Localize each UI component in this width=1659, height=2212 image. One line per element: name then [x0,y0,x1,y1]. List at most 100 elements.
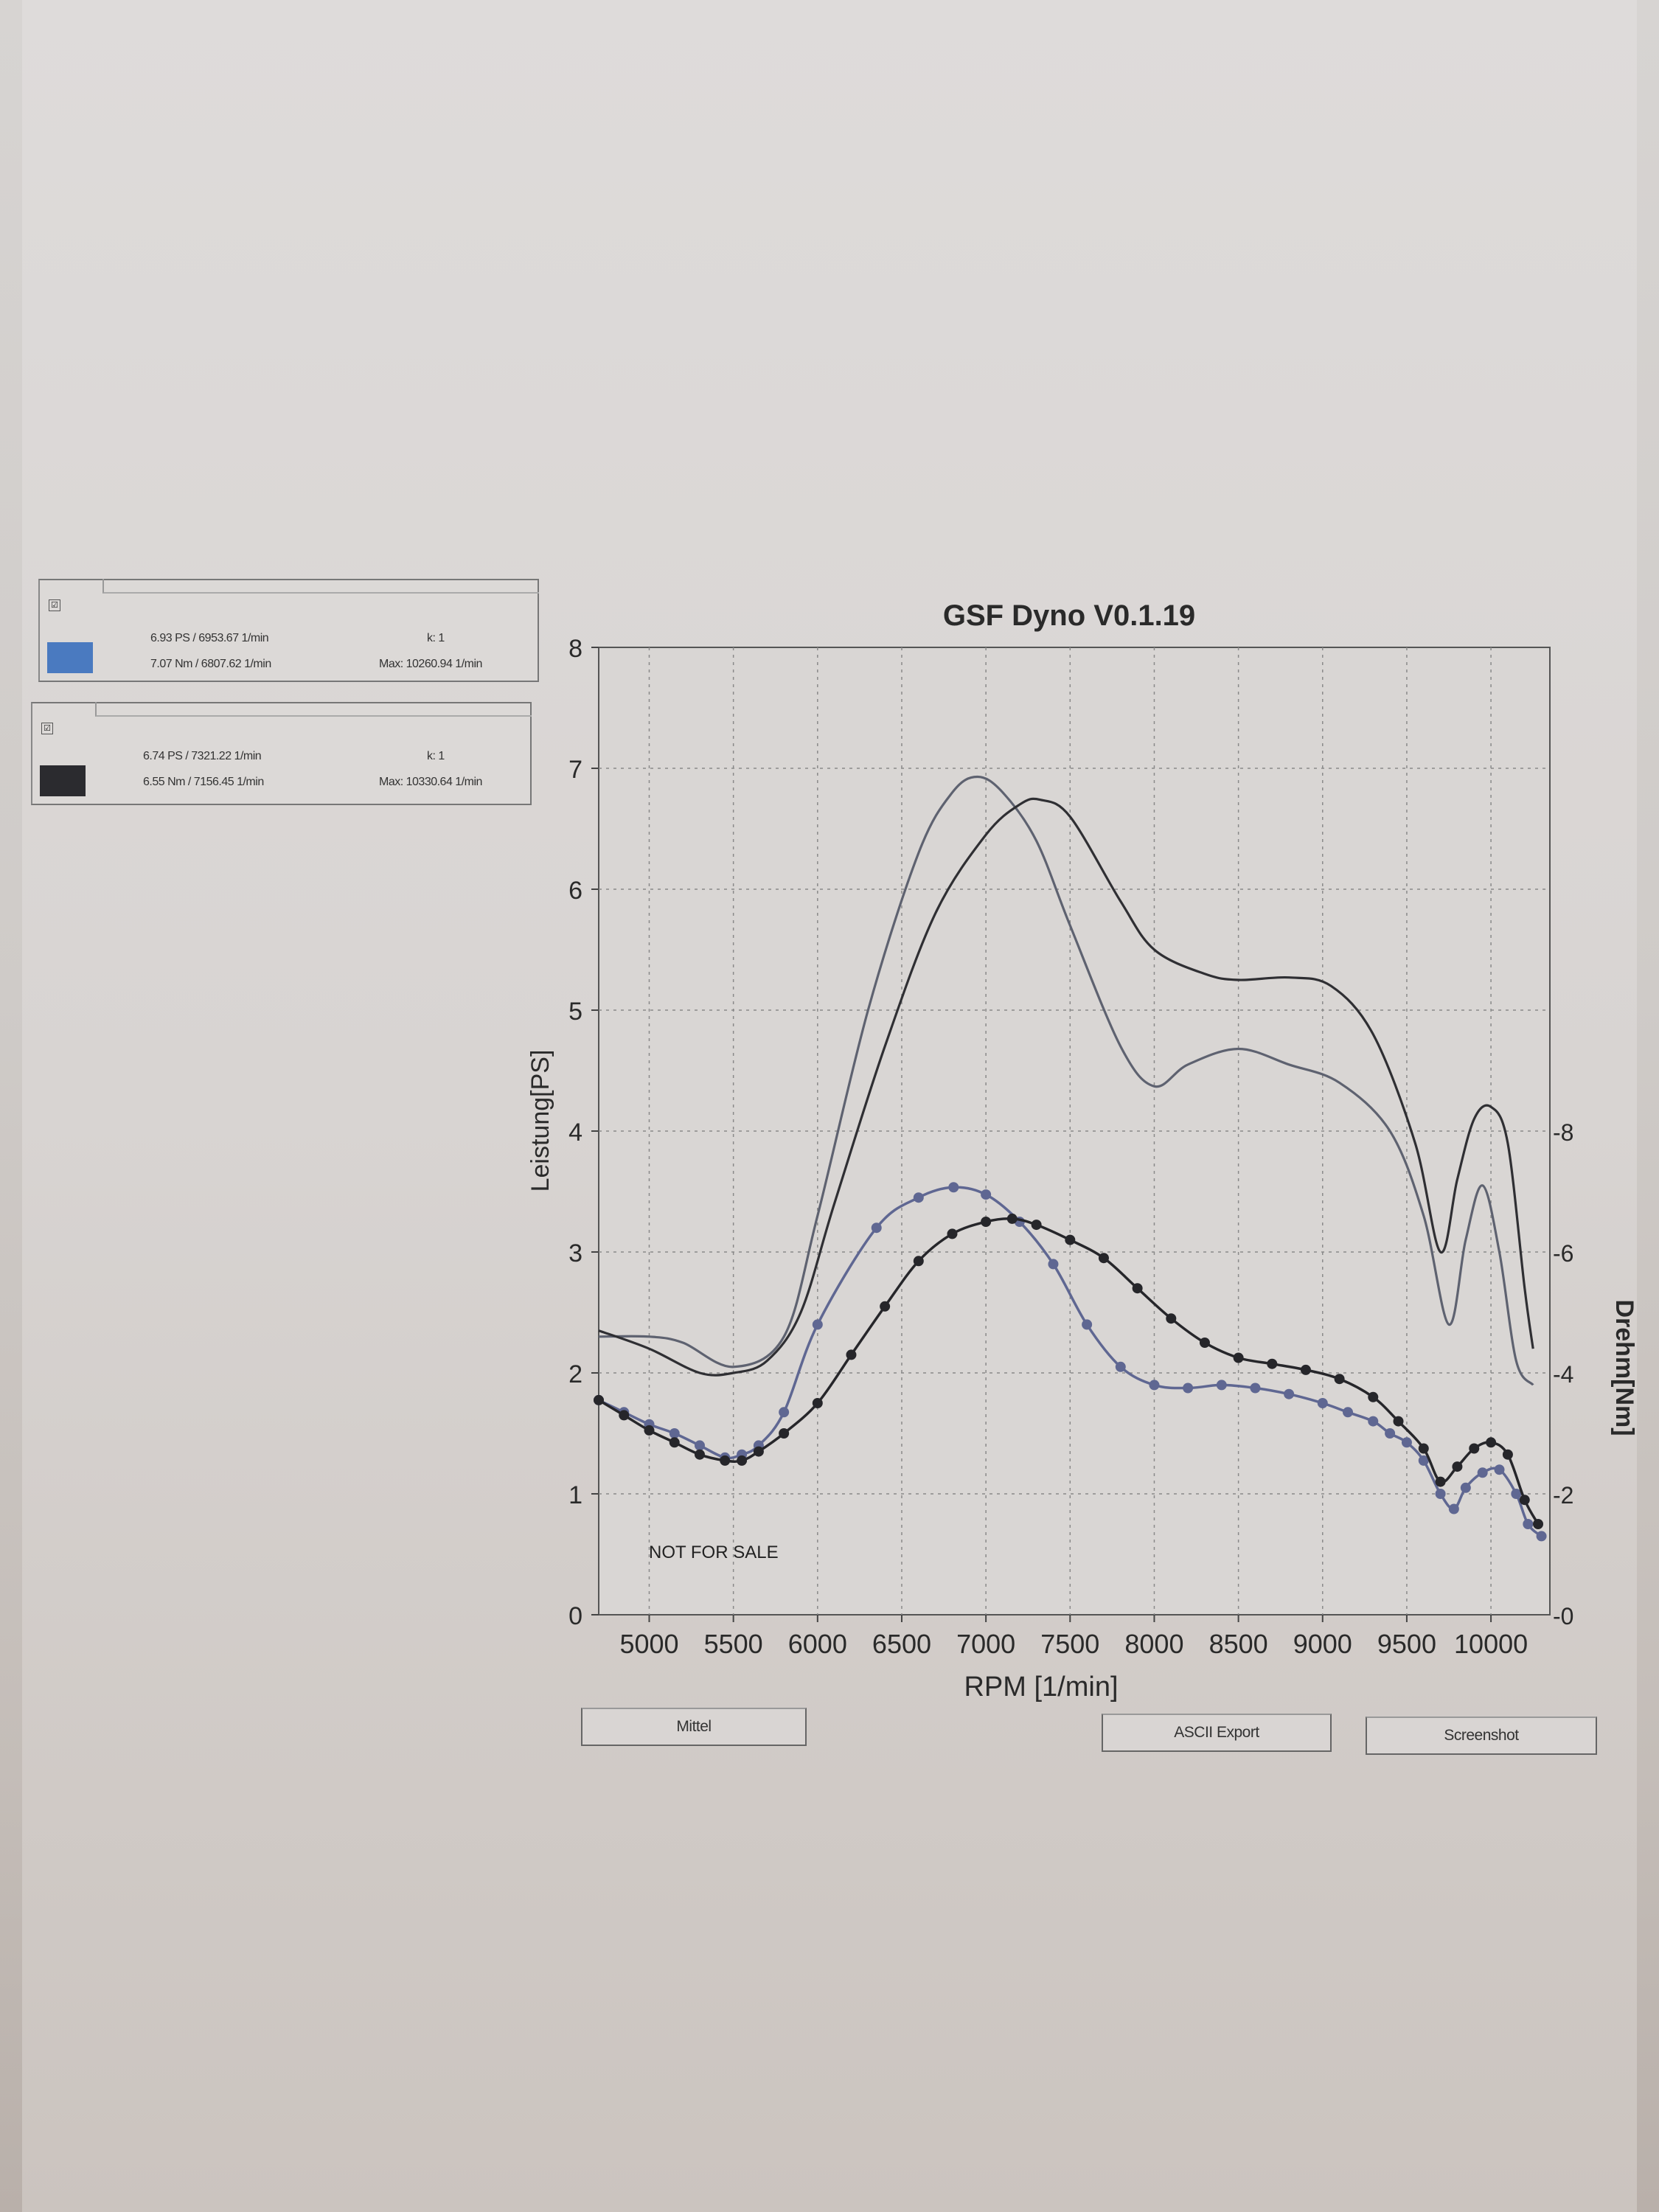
data-point [1166,1313,1177,1324]
data-point [1486,1437,1497,1448]
data-point [1216,1380,1227,1391]
data-point [812,1319,823,1330]
data-point [644,1425,655,1436]
watermark-annotation: NOT FOR SALE [649,1543,779,1562]
data-point [1519,1495,1530,1506]
data-point [1048,1259,1059,1270]
legend-peak-torque-1: 7.07 Nm / 6807.62 1/min [150,658,271,670]
screenshot-button[interactable]: Screenshot [1366,1717,1597,1755]
mittel-button[interactable]: Mittel [581,1708,807,1746]
data-point [1300,1364,1311,1375]
legend-checkbox-2[interactable]: ☑ [41,723,53,734]
data-point [1199,1338,1210,1348]
grid [599,647,1550,1615]
y-axis-label-right: Drehm[Nm] [1610,1299,1638,1436]
data-point [871,1222,882,1234]
legend-peak-torque-2: 6.55 Nm / 7156.45 1/min [143,776,264,788]
data-point [1149,1380,1160,1391]
x-tick-label: 9500 [1377,1629,1436,1659]
data-point [669,1437,680,1448]
data-point [1502,1449,1513,1460]
data-point [1393,1416,1404,1427]
y2-tick-label: -8 [1553,1119,1573,1146]
legend-panel-2: ☑ 6.74 PS / 7321.22 1/min 6.55 Nm / 7156… [31,702,532,805]
data-point [1006,1213,1018,1224]
legend-checkbox-1[interactable]: ☑ [49,599,60,611]
y-tick-label: 5 [568,998,582,1026]
x-tick-label: 10000 [1454,1629,1528,1659]
data-point [812,1398,823,1408]
y-tick-label: 8 [568,635,582,663]
data-point [753,1446,764,1457]
data-point [1494,1464,1505,1475]
data-point [1401,1437,1412,1448]
data-point [779,1407,790,1418]
ascii-export-button[interactable]: ASCII Export [1102,1714,1332,1752]
data-point [1284,1388,1295,1399]
data-point [1065,1234,1076,1245]
data-point [1233,1352,1244,1363]
data-point [1418,1443,1429,1454]
data-point [1368,1391,1379,1402]
data-point [1031,1220,1042,1231]
y-tick-label: 1 [568,1481,582,1509]
data-point [1250,1382,1261,1394]
data-point [1183,1382,1194,1394]
data-point [948,1182,959,1193]
data-point [1452,1461,1463,1472]
data-point [913,1256,924,1267]
series-group [594,775,1547,1542]
y-tick-label: 3 [568,1239,582,1267]
data-point [1132,1283,1143,1294]
x-tick-label: 8000 [1124,1629,1183,1659]
data-point [694,1449,705,1460]
data-point [1115,1361,1126,1372]
x-tick-label: 6000 [788,1629,847,1659]
data-point [1317,1398,1328,1408]
y-axis-label-left: Leistung[PS] [526,1050,554,1192]
legend-name-field[interactable] [102,579,539,594]
data-point [594,1394,604,1405]
data-point [737,1455,748,1466]
legend-peak-power-1: 6.93 PS / 6953.67 1/min [150,632,269,644]
data-point [1267,1358,1278,1369]
x-tick-label: 8500 [1209,1629,1268,1659]
legend-k-2: k: 1 [427,750,445,762]
data-point [1460,1482,1471,1493]
data-point [1435,1476,1446,1487]
legend-name-field[interactable] [95,702,532,717]
power-curve-2 [598,797,1534,1377]
data-point [720,1455,731,1466]
y-axis-left: 0 1 2 3 4 5 6 7 8 [568,635,599,1630]
data-point [1334,1374,1345,1385]
data-point [1536,1531,1547,1542]
data-point [947,1228,958,1239]
y2-tick-label: -0 [1553,1603,1573,1630]
y2-tick-label: -6 [1553,1240,1573,1267]
y-tick-label: 2 [568,1360,582,1388]
legend-k-1: k: 1 [427,632,445,644]
x-tick-label: 5000 [619,1629,678,1659]
data-point [1343,1407,1354,1418]
x-axis-label: RPM [1/min] [964,1672,1118,1703]
y-tick-label: 7 [568,756,582,784]
legend-peak-power-2: 6.74 PS / 7321.22 1/min [143,750,262,762]
data-point [1435,1489,1446,1499]
data-point [1448,1503,1459,1514]
data-point [1385,1428,1396,1439]
data-point [694,1440,705,1451]
data-point [913,1192,924,1203]
legend-color-swatch-1[interactable] [47,642,93,673]
data-point [1469,1443,1480,1454]
legend-color-swatch-2[interactable] [40,765,86,796]
chart-title: GSF Dyno V0.1.19 [943,599,1195,632]
data-point [619,1410,630,1421]
y2-tick-label: -2 [1553,1482,1573,1509]
data-point [1533,1519,1544,1529]
x-tick-label: 5500 [704,1629,763,1659]
data-point [1418,1455,1429,1466]
x-tick-label: 9000 [1293,1629,1352,1659]
y-tick-label: 6 [568,877,582,905]
x-tick-label: 6500 [872,1629,931,1659]
y-axis-right: -0 -2 -4 -6 -8 [1553,1119,1573,1630]
